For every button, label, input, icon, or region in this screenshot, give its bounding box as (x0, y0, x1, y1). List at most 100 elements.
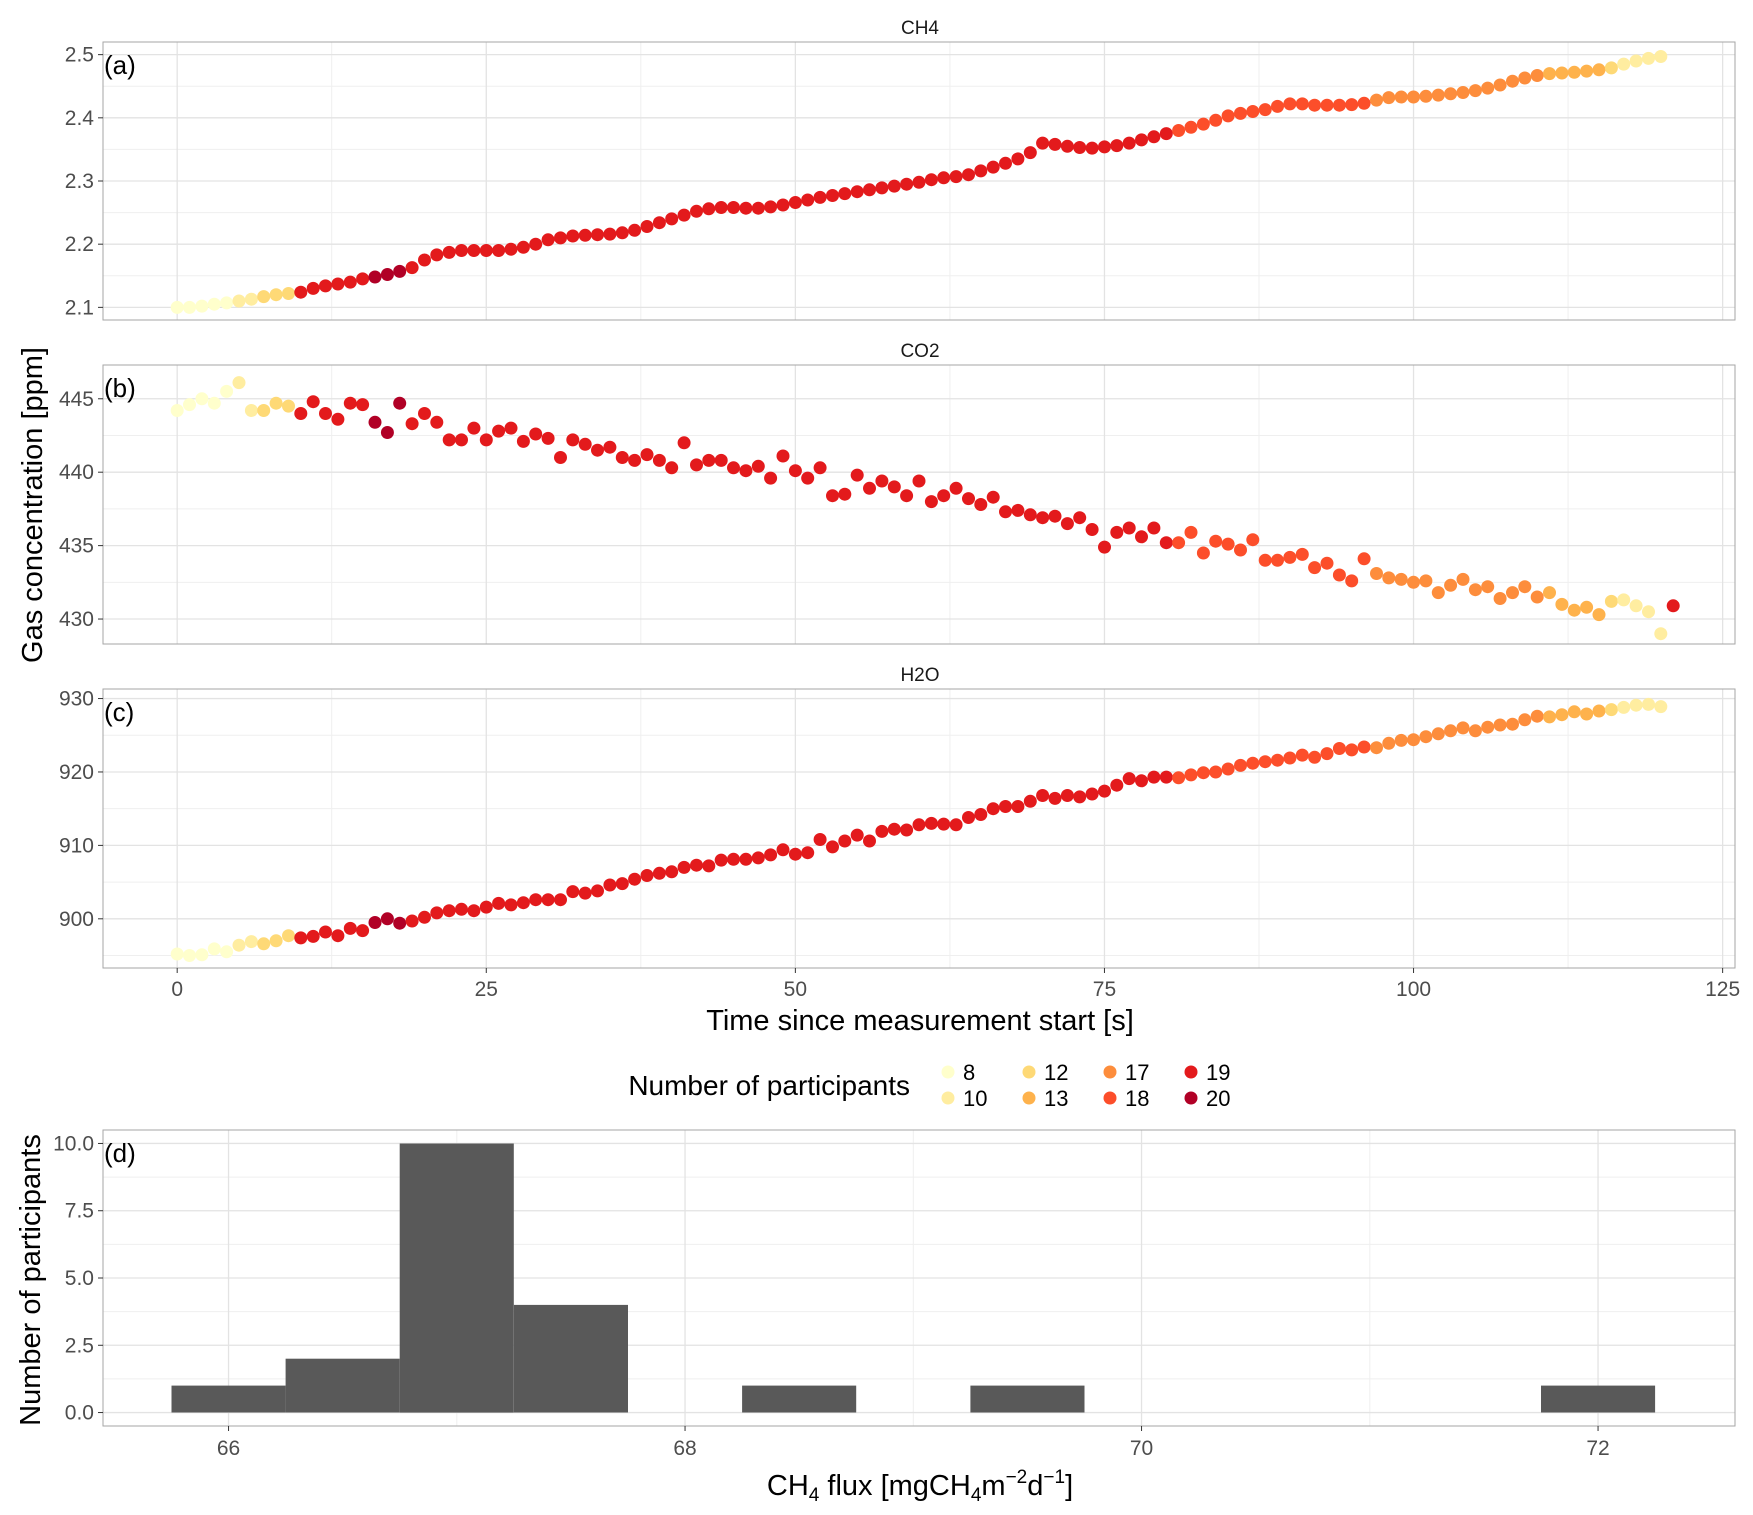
data-point (492, 244, 506, 257)
data-point (1209, 534, 1223, 548)
data-point (652, 216, 666, 230)
data-point (665, 865, 679, 879)
legend-key (1022, 1065, 1036, 1079)
legend-key (941, 1091, 955, 1105)
data-point (1481, 81, 1495, 95)
data-point (207, 942, 221, 956)
data-point (1320, 747, 1334, 761)
panel-c-y-ticks: 900 910 920 930 (59, 688, 103, 931)
data-point (986, 490, 1000, 504)
data-point (1567, 705, 1581, 719)
data-point (319, 925, 332, 939)
data-point (1184, 120, 1198, 134)
data-point (170, 947, 184, 961)
data-point (974, 498, 988, 511)
data-point (1271, 553, 1284, 567)
data-point (467, 244, 481, 257)
data-point (838, 487, 852, 501)
data-point (195, 948, 209, 962)
data-point (1357, 552, 1371, 566)
panel-d-grid (103, 1130, 1735, 1426)
data-point (628, 872, 642, 886)
data-point (677, 436, 691, 450)
data-point (232, 938, 246, 952)
flux-x-title-sub1: 4 (809, 1485, 820, 1506)
data-point (554, 893, 567, 907)
data-point (294, 285, 308, 299)
data-point (1444, 87, 1458, 101)
data-point (1209, 765, 1223, 779)
data-point (257, 937, 271, 951)
data-point (727, 852, 740, 866)
data-point (875, 824, 889, 838)
data-point (1308, 98, 1322, 112)
data-point (393, 916, 407, 930)
data-point (1493, 592, 1507, 605)
data-point (912, 175, 926, 189)
y-tick-label: 7.5 (65, 1200, 94, 1223)
data-point (1085, 141, 1099, 155)
data-point (813, 833, 827, 846)
data-point (999, 800, 1012, 813)
legend-label: 12 (1044, 1060, 1068, 1085)
data-point (319, 279, 332, 293)
data-point (1382, 571, 1396, 585)
data-point (479, 244, 493, 257)
data-point (1196, 117, 1210, 131)
data-point (1196, 546, 1210, 560)
panel-d-y-ticks: 0.0 2.5 5.0 7.5 10.0 (53, 1132, 103, 1425)
data-point (591, 443, 604, 457)
data-point (727, 201, 740, 214)
data-point (801, 471, 815, 485)
data-point (578, 228, 592, 242)
data-point (826, 189, 839, 202)
data-point (813, 461, 827, 475)
data-point (418, 910, 431, 924)
data-point (1172, 771, 1186, 785)
panel-c-border (102, 688, 1736, 969)
y-tick-label: 5.0 (65, 1267, 94, 1290)
data-point (875, 474, 889, 488)
x-tick-label: 125 (1705, 978, 1740, 1001)
data-point (764, 471, 778, 485)
data-point (1122, 521, 1136, 535)
data-point (1332, 98, 1346, 112)
data-point (1580, 600, 1594, 614)
data-point (1530, 69, 1544, 82)
data-point (1023, 146, 1037, 160)
data-point (1209, 113, 1223, 127)
data-point (1444, 724, 1458, 738)
data-point (665, 461, 679, 475)
data-point (1419, 89, 1433, 103)
data-point (1221, 109, 1235, 123)
data-point (999, 505, 1012, 519)
data-point (170, 300, 184, 314)
panel-b-points (170, 376, 1680, 641)
data-point (380, 912, 394, 926)
data-point (244, 935, 258, 949)
data-point (1295, 547, 1309, 561)
data-point (430, 415, 444, 429)
data-point (1060, 139, 1074, 153)
y-tick-label: 2.1 (65, 296, 94, 319)
data-point (652, 866, 666, 880)
data-point (788, 464, 802, 478)
data-point (900, 177, 914, 191)
data-point (1629, 599, 1643, 613)
data-point (1518, 71, 1532, 85)
data-point (1221, 762, 1235, 776)
data-point (294, 931, 308, 945)
data-point (776, 198, 790, 212)
data-point (887, 822, 901, 836)
data-point (1147, 770, 1161, 784)
data-point (1023, 508, 1037, 522)
data-point (170, 404, 184, 417)
data-point (1654, 700, 1668, 714)
data-point (702, 859, 716, 873)
data-point (492, 896, 506, 910)
data-point (1246, 756, 1260, 770)
data-point (1506, 586, 1519, 600)
data-point (1098, 784, 1111, 798)
y-tick-label: 2.3 (65, 170, 94, 193)
data-point (306, 395, 320, 409)
